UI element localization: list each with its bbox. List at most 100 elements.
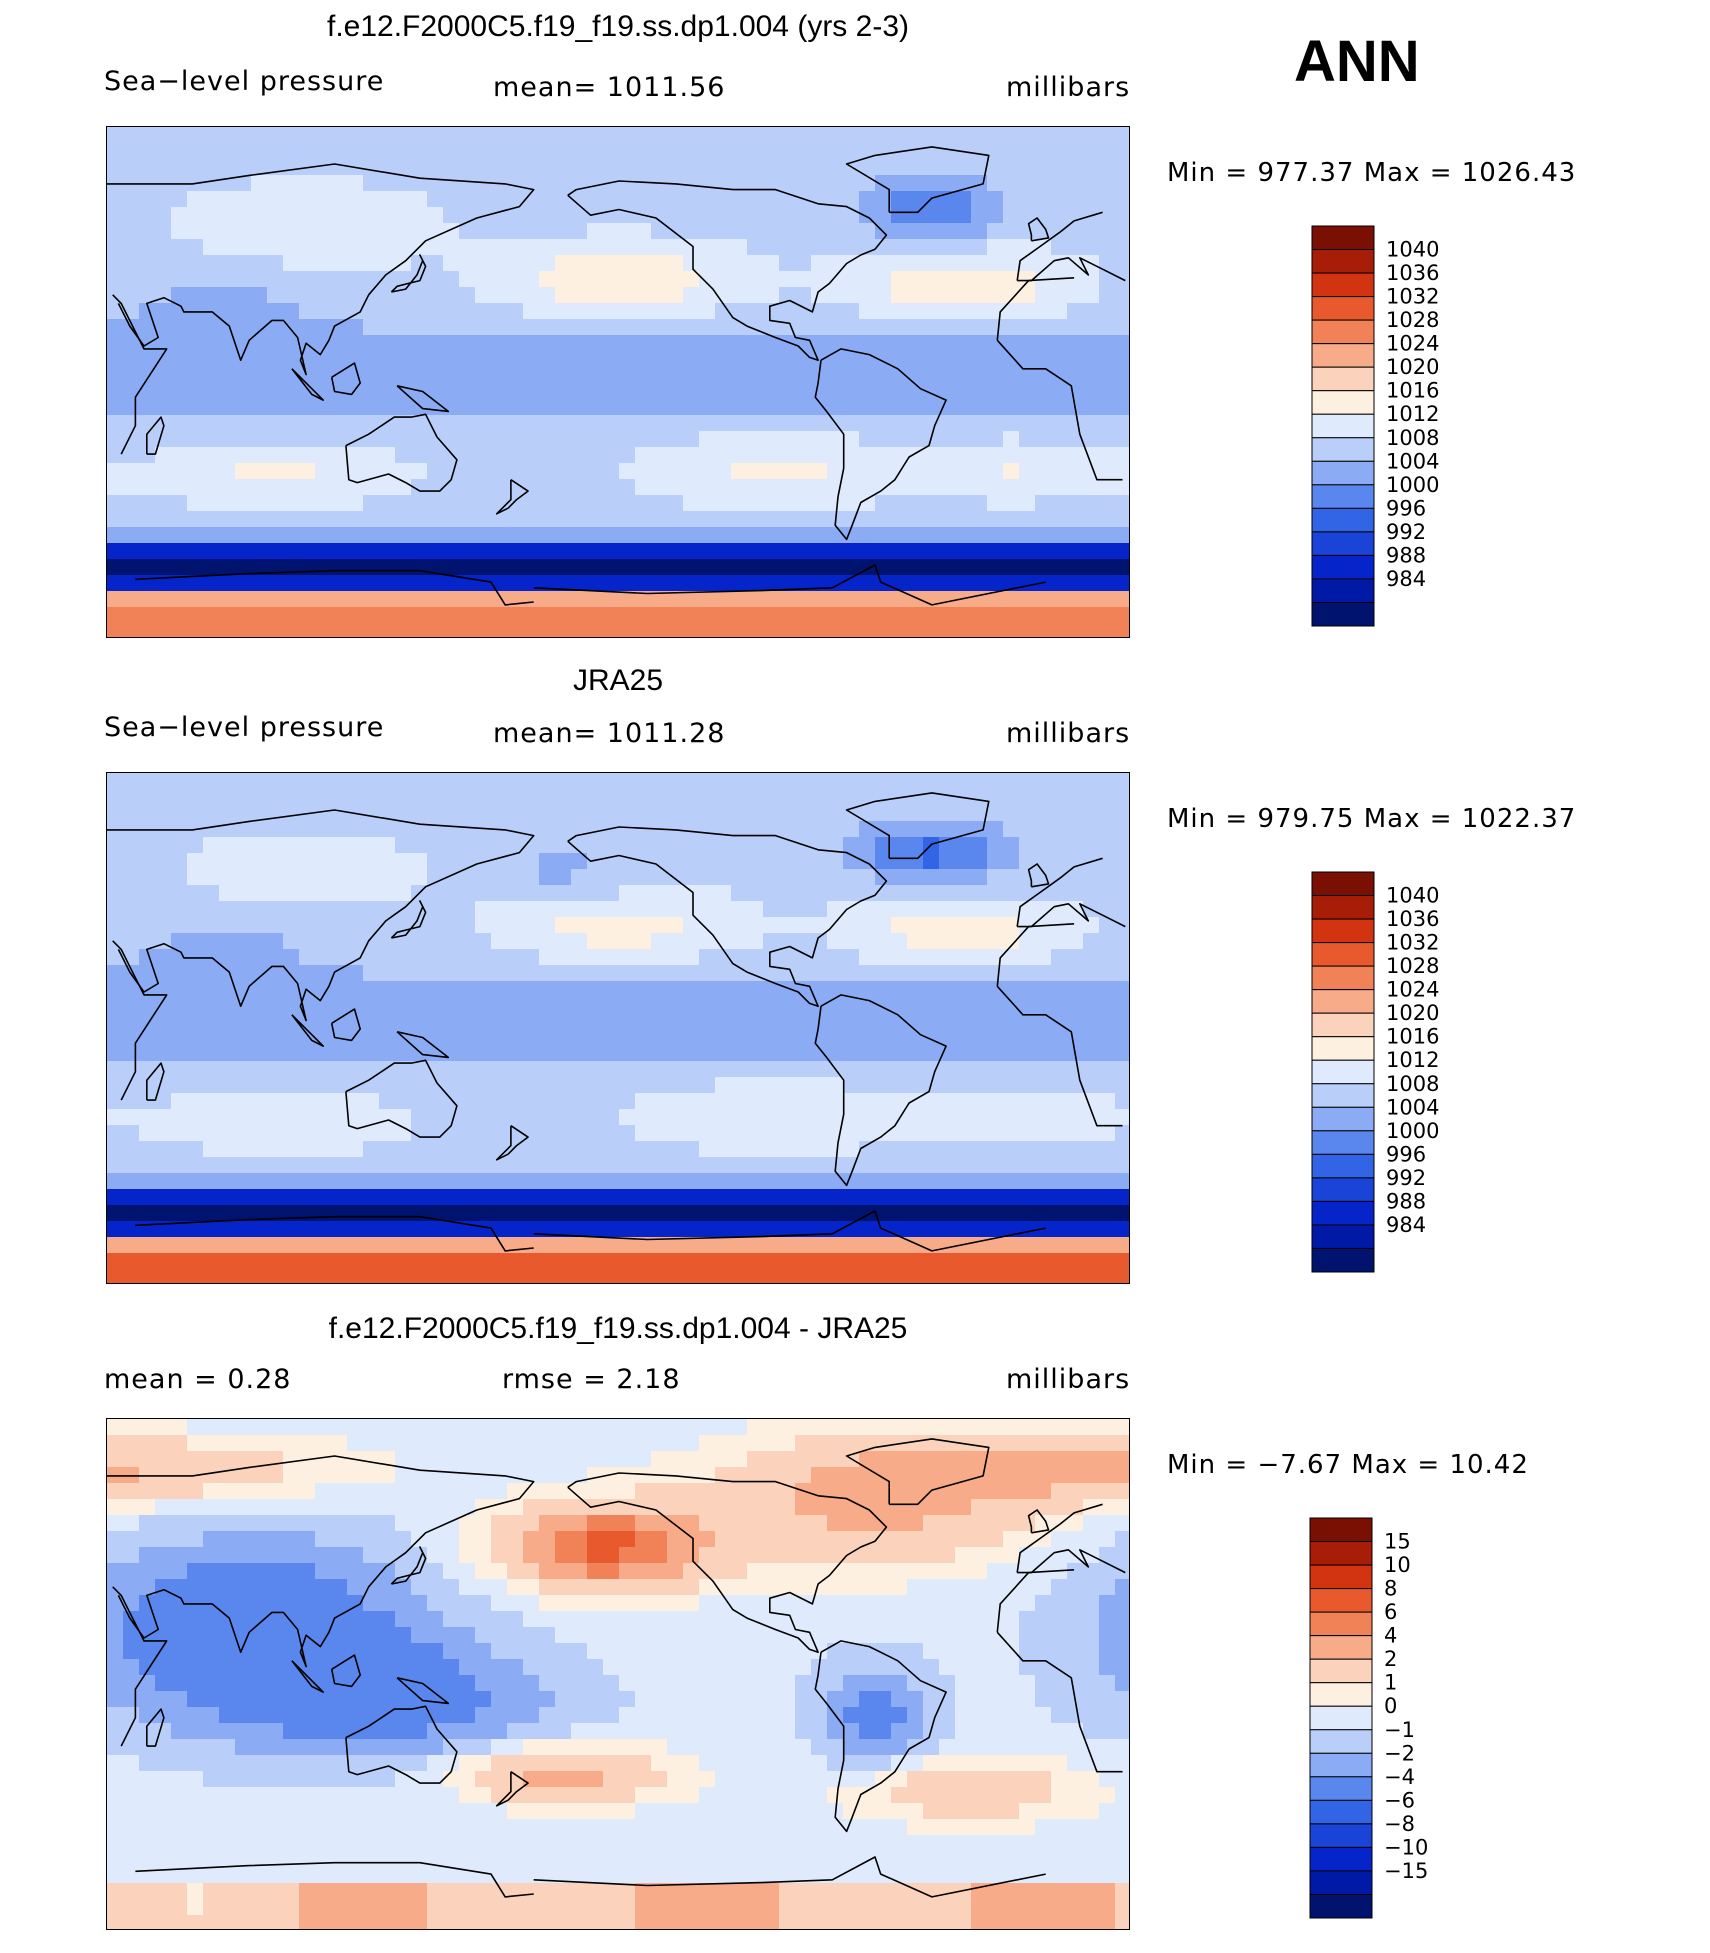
colorbar-swatch — [1311, 965, 1375, 991]
field-cell — [475, 1435, 492, 1452]
field-cell — [235, 1157, 252, 1174]
field-cell — [379, 207, 396, 224]
field-cell — [171, 511, 188, 528]
field-cell — [187, 933, 204, 950]
field-cell — [779, 367, 796, 384]
field-cell — [987, 527, 1004, 544]
field-cell — [1083, 303, 1100, 320]
field-cell — [283, 1579, 300, 1596]
field-cell — [939, 1189, 956, 1206]
field-cell — [811, 447, 828, 464]
field-cell — [651, 607, 668, 624]
field-cell — [683, 997, 700, 1014]
field-cell — [939, 415, 956, 432]
field-cell — [123, 527, 140, 544]
field-cell — [1003, 159, 1020, 176]
field-cell — [651, 591, 668, 608]
field-cell — [795, 511, 812, 528]
field-cell — [427, 287, 444, 304]
field-cell — [187, 223, 204, 240]
coastline — [390, 900, 427, 939]
field-cell — [459, 127, 476, 144]
field-cell — [1115, 1205, 1129, 1222]
field-cell — [571, 1141, 588, 1158]
field-cell — [587, 869, 604, 886]
field-cell — [283, 1141, 300, 1158]
field-cell — [715, 885, 732, 902]
field-cell — [139, 1611, 156, 1628]
field-cell — [795, 1269, 812, 1283]
field-cell — [875, 917, 892, 934]
field-cell — [603, 1451, 620, 1468]
field-cell — [1003, 949, 1020, 966]
field-cell — [283, 773, 300, 790]
field-cell — [491, 1157, 508, 1174]
field-cell — [555, 415, 572, 432]
field-cell — [571, 1563, 588, 1580]
field-cell — [587, 1451, 604, 1468]
field-cell — [603, 1093, 620, 1110]
field-cell — [251, 319, 268, 336]
field-cell — [283, 1013, 300, 1030]
field-cell — [459, 837, 476, 854]
field-cell — [1115, 1093, 1129, 1110]
field-cell — [1067, 1419, 1084, 1436]
field-cell — [347, 495, 364, 512]
field-cell — [827, 869, 844, 886]
field-cell — [395, 559, 412, 576]
field-cell — [987, 981, 1004, 998]
field-cell — [987, 1499, 1004, 1516]
field-cell — [539, 1579, 556, 1596]
field-cell — [395, 853, 412, 870]
field-cell — [315, 1515, 332, 1532]
field-cell — [331, 575, 348, 592]
field-cell — [299, 1061, 316, 1078]
field-cell — [603, 415, 620, 432]
field-cell — [523, 1093, 540, 1110]
field-cell — [203, 1157, 220, 1174]
field-cell — [1019, 399, 1036, 416]
field-cell — [603, 949, 620, 966]
field-cell — [187, 1045, 204, 1062]
field-cell — [1099, 869, 1116, 886]
field-cell — [139, 591, 156, 608]
field-cell — [859, 1595, 876, 1612]
field-cell — [827, 1173, 844, 1190]
field-cell — [779, 1253, 796, 1270]
field-cell — [187, 351, 204, 368]
field-cell — [299, 303, 316, 320]
field-cell — [475, 431, 492, 448]
field-cell — [123, 191, 140, 208]
field-cell — [1019, 1013, 1036, 1030]
field-cell — [139, 997, 156, 1014]
field-cell — [475, 223, 492, 240]
field-cell — [1067, 511, 1084, 528]
field-cell — [699, 1141, 716, 1158]
field-cell — [283, 1419, 300, 1436]
field-cell — [619, 351, 636, 368]
colorbar-swatch — [1311, 1153, 1375, 1179]
field-cell — [235, 1045, 252, 1062]
field-cell — [555, 1563, 572, 1580]
field-cell — [459, 885, 476, 902]
field-cell — [379, 399, 396, 416]
field-cell — [587, 885, 604, 902]
field-cell — [635, 773, 652, 790]
field-cell — [363, 1093, 380, 1110]
field-cell — [219, 447, 236, 464]
field-cell — [475, 773, 492, 790]
field-cell — [155, 997, 172, 1014]
field-cell — [299, 1547, 316, 1564]
field-cell — [779, 1531, 796, 1548]
field-cell — [987, 1269, 1004, 1283]
field-cell — [507, 1253, 524, 1270]
coastline — [135, 1210, 1046, 1252]
field-cell — [955, 127, 972, 144]
field-cell — [683, 1125, 700, 1142]
field-cell — [155, 223, 172, 240]
field-cell — [299, 933, 316, 950]
field-cell — [155, 1205, 172, 1222]
field-cell — [923, 351, 940, 368]
field-cell — [123, 351, 140, 368]
field-cell — [1083, 1157, 1100, 1174]
